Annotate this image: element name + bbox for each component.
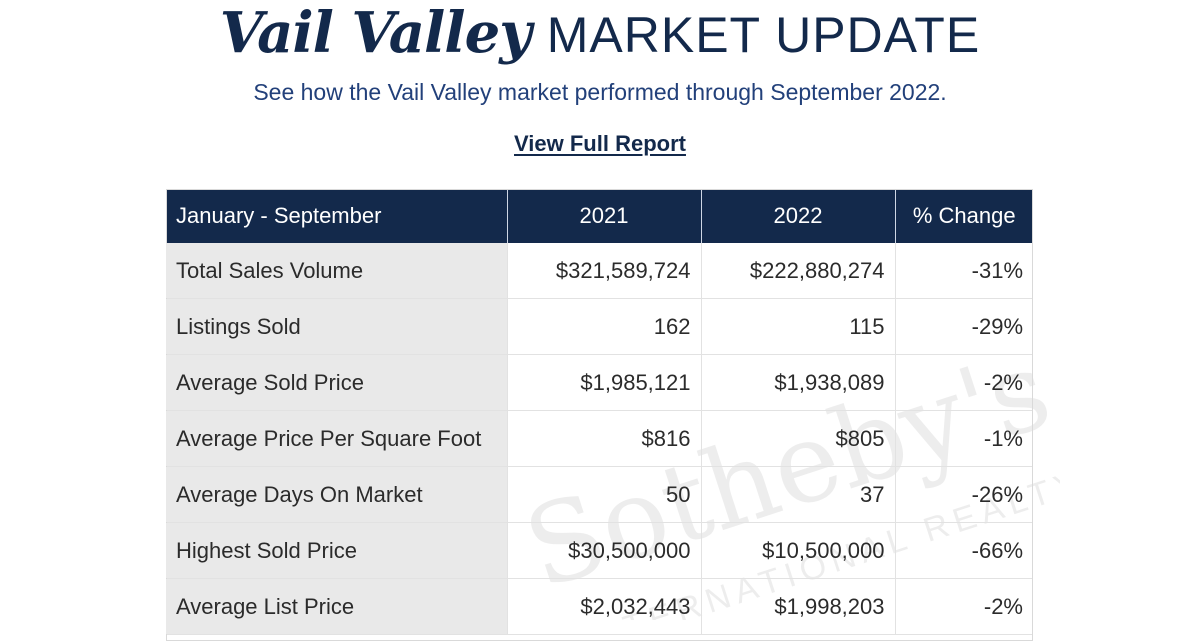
- table-header-row: January - September 2021 2022 % Change: [166, 189, 1033, 243]
- cell-change: -66%: [895, 522, 1033, 579]
- cell-change: -2%: [895, 354, 1033, 411]
- market-table-container: January - September 2021 2022 % Change T…: [166, 189, 1033, 635]
- column-header-2021: 2021: [507, 189, 702, 243]
- cell-change: -29%: [895, 298, 1033, 355]
- cell-2022: $10,500,000: [701, 522, 896, 579]
- row-label: Average Sold Price: [166, 354, 508, 411]
- column-header-change: % Change: [895, 189, 1033, 243]
- row-label: Highest Sold Price: [166, 522, 508, 579]
- view-full-report-link[interactable]: View Full Report: [514, 131, 686, 156]
- cell-2022: $805: [701, 410, 896, 467]
- page-title: Vail Valley MARKET UPDATE: [0, 0, 1200, 80]
- market-table: January - September 2021 2022 % Change T…: [166, 189, 1033, 635]
- row-label: Average List Price: [166, 578, 508, 635]
- table-row: Highest Sold Price $30,500,000 $10,500,0…: [166, 522, 1033, 579]
- table-row: Average Price Per Square Foot $816 $805 …: [166, 410, 1033, 467]
- report-link-container: View Full Report: [0, 131, 1200, 157]
- table-row: Average List Price $2,032,443 $1,998,203…: [166, 578, 1033, 635]
- cell-2022: 115: [701, 298, 896, 355]
- title-caps: MARKET UPDATE: [546, 7, 981, 63]
- cell-2022: 37: [701, 466, 896, 523]
- cell-2021: $321,589,724: [507, 243, 702, 299]
- row-label: Average Days On Market: [166, 466, 508, 523]
- row-label: Average Price Per Square Foot: [166, 410, 508, 467]
- title-script: Vail Valley: [219, 0, 532, 66]
- cell-2022: $1,938,089: [701, 354, 896, 411]
- cell-change: -31%: [895, 243, 1033, 299]
- cell-2022: $1,998,203: [701, 578, 896, 635]
- cell-2022: $222,880,274: [701, 243, 896, 299]
- cell-2021: $1,985,121: [507, 354, 702, 411]
- page-subtitle: See how the Vail Valley market performed…: [253, 79, 947, 105]
- cell-2021: $30,500,000: [507, 522, 702, 579]
- cell-change: -2%: [895, 578, 1033, 635]
- column-header-period: January - September: [166, 189, 508, 243]
- row-label: Listings Sold: [166, 298, 508, 355]
- cell-change: -26%: [895, 466, 1033, 523]
- cell-2021: $816: [507, 410, 702, 467]
- cell-2021: 162: [507, 298, 702, 355]
- cell-2021: 50: [507, 466, 702, 523]
- table-row: Total Sales Volume $321,589,724 $222,880…: [166, 243, 1033, 299]
- cell-change: -1%: [895, 410, 1033, 467]
- cell-2021: $2,032,443: [507, 578, 702, 635]
- table-row: Average Sold Price $1,985,121 $1,938,089…: [166, 354, 1033, 411]
- table-row: Average Days On Market 50 37 -26%: [166, 466, 1033, 523]
- column-header-2022: 2022: [701, 189, 896, 243]
- table-row: Listings Sold 162 115 -29%: [166, 298, 1033, 355]
- row-label: Total Sales Volume: [166, 243, 508, 299]
